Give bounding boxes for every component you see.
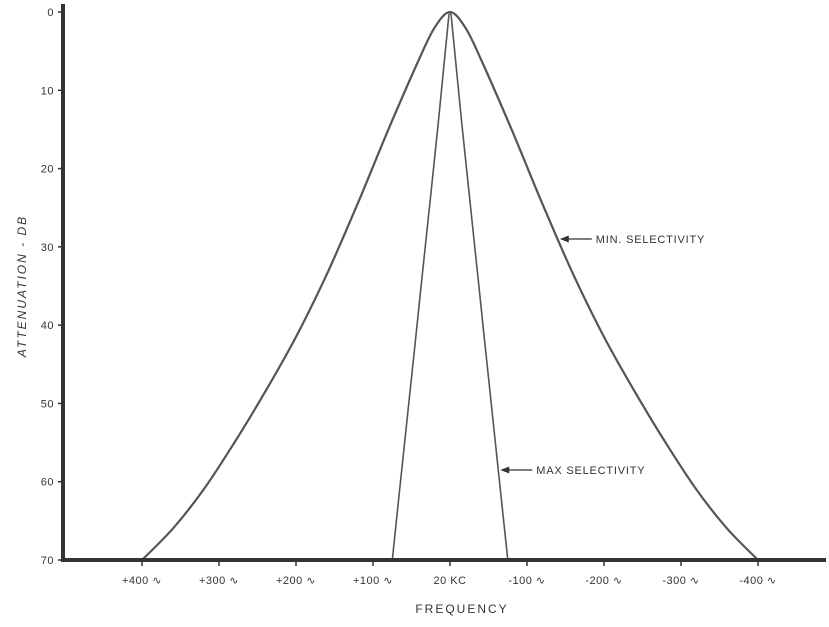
series-line-max-selectivity [391, 11, 509, 561]
annotation-arrowhead [500, 466, 510, 474]
curves-layer [141, 10, 759, 561]
x-tick-label: +100 ∿ [353, 575, 393, 587]
x-ticks: +400 ∿ +300 ∿ +200 ∿ +100 ∿ 20 KC -100 ∿ -200 … [122, 560, 776, 587]
x-tick-label: -300 ∿ [662, 575, 699, 587]
annotations: MIN. SELECTIVITY MAX SELECTIVITY [500, 234, 705, 477]
annotation-label: MAX SELECTIVITY [536, 465, 645, 477]
x-tick-label: -200 ∿ [585, 575, 622, 587]
y-tick-label: 10 [41, 85, 54, 97]
annotation-label: MIN. SELECTIVITY [596, 234, 705, 246]
y-tick-label: 70 [41, 555, 54, 567]
x-tick-label: +300 ∿ [199, 575, 239, 587]
y-tick-label: 30 [41, 242, 54, 254]
y-tick-label: 60 [41, 477, 54, 489]
x-tick-label: +200 ∿ [276, 575, 316, 587]
x-axis-title: FREQUENCY [415, 602, 508, 616]
series-line-min-selectivity [141, 10, 759, 561]
annotation-arrowhead [559, 235, 569, 243]
y-tick-label: 0 [47, 7, 54, 19]
y-ticks: 0 10 20 30 40 50 60 70 [41, 7, 63, 567]
x-tick-label: 20 KC [433, 575, 466, 587]
y-tick-label: 20 [41, 164, 54, 176]
y-tick-label: 50 [41, 398, 54, 410]
y-tick-label: 40 [41, 320, 54, 332]
x-tick-label: -400 ∿ [739, 575, 776, 587]
x-tick-label: -100 ∿ [508, 575, 545, 587]
y-axis-title: ATTENUATION - DB [15, 215, 29, 358]
x-tick-label: +400 ∿ [122, 575, 162, 587]
